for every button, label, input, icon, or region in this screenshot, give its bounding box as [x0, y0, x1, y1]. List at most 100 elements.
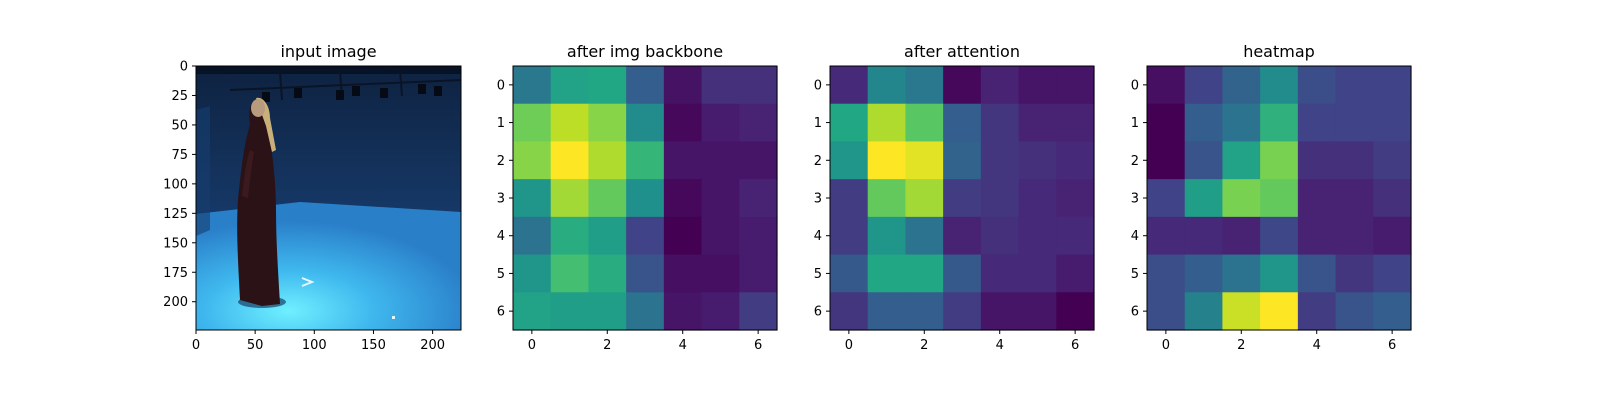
- heatmap-cell: [1147, 216, 1186, 256]
- heatmap-x-tick-label: 6: [1388, 338, 1396, 353]
- heatmap-cell: [1373, 254, 1412, 293]
- after-img-backbone-x-tick-label: 0: [528, 338, 536, 353]
- heatmap-cell: [1222, 141, 1261, 180]
- after-attention-cell: [943, 103, 982, 143]
- after-img-backbone-x-tick-label: 2: [603, 338, 611, 353]
- after-img-backbone-cell: [701, 216, 740, 256]
- after-attention-cell: [980, 254, 1020, 293]
- after-img-backbone-cell: [550, 66, 590, 105]
- after-img-backbone-cell: [701, 292, 740, 331]
- input-image-y-tick-label: 200: [163, 295, 188, 310]
- heatmap-cell: [1147, 141, 1186, 180]
- after-img-backbone-cell: [588, 141, 627, 180]
- heatmap-cell: [1373, 179, 1412, 218]
- input-image-x-tick-label: 150: [361, 338, 386, 353]
- after-attention-cell: [1018, 292, 1057, 331]
- heatmap-cell: [1335, 216, 1374, 256]
- after-img-backbone-cell: [739, 292, 778, 331]
- after-attention-y-tick-label: 3: [814, 192, 822, 207]
- after-attention-cell: [830, 254, 869, 293]
- after-img-backbone-cell: [588, 254, 627, 293]
- after-attention-y-tick-label: 6: [814, 305, 822, 320]
- after-attention-cell: [1056, 254, 1095, 293]
- panel-after-img-backbone: after img backbone 0 2 4 6 0 1 2 3 4 5 6: [497, 42, 778, 353]
- heatmap-cell: [1335, 103, 1374, 143]
- heatmap-cell: [1222, 254, 1261, 293]
- heatmap-cell: [1297, 179, 1337, 218]
- after-attention-x-tick-label: 4: [996, 338, 1004, 353]
- after-attention-cell: [1018, 141, 1057, 180]
- input-image-y-tick-label: 25: [171, 89, 188, 104]
- heatmap-y-tick-label: 2: [1131, 154, 1139, 169]
- heatmap-cell: [1147, 179, 1186, 218]
- after-attention-x-tick-label: 6: [1071, 338, 1079, 353]
- heatmap-cell: [1297, 292, 1337, 331]
- heatmap-cell: [1147, 292, 1186, 331]
- heatmap-cell: [1373, 66, 1412, 105]
- heatmap-cell: [1335, 141, 1374, 180]
- after-attention-cell: [905, 254, 944, 293]
- after-img-backbone-cell: [513, 66, 552, 105]
- after-img-backbone-cell: [701, 141, 740, 180]
- input-image-y-tick-label: 0: [180, 60, 188, 75]
- after-attention-cell: [943, 141, 982, 180]
- heatmap-cell: [1222, 179, 1261, 218]
- after-img-backbone-y-tick-label: 5: [497, 267, 505, 282]
- heatmap-x-tick-label: 0: [1162, 338, 1170, 353]
- after-attention-cell: [980, 66, 1020, 105]
- after-attention-cell: [867, 179, 907, 218]
- input-image-y-tick-label: 125: [163, 207, 188, 222]
- after-img-backbone-cell: [513, 103, 552, 143]
- after-attention-cell: [905, 179, 944, 218]
- after-img-backbone-cell: [663, 179, 703, 218]
- after-img-backbone-y-tick-label: 1: [497, 116, 505, 131]
- after-attention-cell: [943, 66, 982, 105]
- after-attention-cell: [1018, 66, 1057, 105]
- heatmap-cell: [1184, 66, 1224, 105]
- after-attention-cell: [1056, 216, 1095, 256]
- ticks-heatmap: 0 2 4 6 0 1 2 3 4 5 6: [1131, 78, 1397, 353]
- heatmap-cell: [1184, 103, 1224, 143]
- after-img-backbone-cell: [626, 141, 665, 180]
- photo-floor-dot: [392, 316, 395, 319]
- after-attention-cell: [830, 216, 869, 256]
- heatmap-cell: [1260, 66, 1299, 105]
- after-img-backbone-y-tick-label: 6: [497, 305, 505, 320]
- heatmap-y-tick-label: 1: [1131, 116, 1139, 131]
- after-attention-cell: [1056, 66, 1095, 105]
- input-image-y-tick-label: 100: [163, 177, 188, 192]
- after-attention-cell: [1018, 254, 1057, 293]
- after-attention-cell: [830, 179, 869, 218]
- after-img-backbone-cell: [626, 292, 665, 331]
- after-img-backbone-cell: [626, 179, 665, 218]
- after-attention-cell: [830, 66, 869, 105]
- heatmap-cell: [1297, 254, 1337, 293]
- after-img-backbone-cell: [588, 216, 627, 256]
- after-attention-cell: [980, 103, 1020, 143]
- after-img-backbone-cell: [550, 254, 590, 293]
- after-attention-cell: [980, 216, 1020, 256]
- heatmap-cell: [1260, 292, 1299, 331]
- input-image-y-tick-label: 75: [171, 148, 188, 163]
- photo-cameras: [262, 84, 442, 102]
- heatmap-cell: [1373, 141, 1412, 180]
- after-img-backbone-cell: [739, 103, 778, 143]
- after-img-backbone-y-tick-label: 3: [497, 192, 505, 207]
- heatmap-y-tick-label: 4: [1131, 229, 1139, 244]
- panel-after-attention: after attention 0 2 4 6 0 1 2 3 4 5 6: [814, 42, 1095, 353]
- heatmap-cell: [1260, 254, 1299, 293]
- after-attention-x-tick-label: 2: [920, 338, 928, 353]
- after-img-backbone-cell: [513, 292, 552, 331]
- after-attention-cell: [830, 103, 869, 143]
- heatmap-cell: [1222, 292, 1261, 331]
- heatmap-cell: [1184, 292, 1224, 331]
- ticks-after-img-backbone: 0 2 4 6 0 1 2 3 4 5 6: [497, 78, 763, 353]
- photo-floor-mark: [301, 277, 315, 287]
- after-attention-cell: [980, 292, 1020, 331]
- heatmap-cell: [1335, 66, 1374, 105]
- after-img-backbone-cell: [550, 179, 590, 218]
- after-attention-cell: [1056, 141, 1095, 180]
- after-img-backbone-cell: [550, 216, 590, 256]
- heatmap-y-tick-label: 6: [1131, 305, 1139, 320]
